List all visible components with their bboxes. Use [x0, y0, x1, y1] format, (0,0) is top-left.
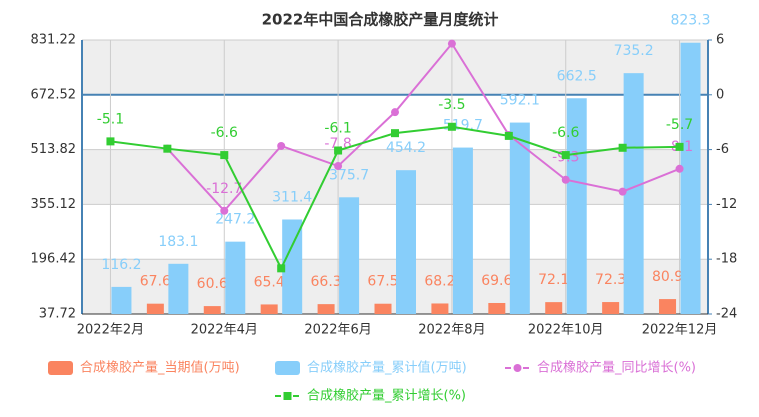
- bar-label: 80.9: [652, 269, 683, 285]
- bar-label: 247.2: [215, 212, 255, 228]
- marker: [391, 108, 399, 117]
- bar: [623, 73, 644, 314]
- x-tick-label: 2022年4月: [191, 323, 258, 338]
- x-tick-label: 2022年10月: [528, 323, 604, 338]
- bar: [282, 219, 303, 314]
- marker: [618, 187, 627, 196]
- marker: [504, 131, 513, 140]
- x-tick-label: 2022年12月: [642, 323, 718, 338]
- line-label: -12.7: [206, 181, 242, 197]
- bar: [659, 299, 677, 314]
- bar-label: 311.4: [272, 189, 312, 205]
- plot-band: [82, 149, 708, 205]
- legend-marker: [513, 364, 522, 372]
- marker: [334, 162, 343, 171]
- chart-title: 2022年中国合成橡胶产量月度统计: [262, 11, 499, 29]
- bar-label: 116.2: [101, 257, 141, 273]
- line-label: -6.6: [211, 125, 238, 141]
- bar: [260, 304, 278, 314]
- y2-tick-label: 0: [716, 87, 724, 102]
- bar: [396, 170, 416, 314]
- legend-label: 合成橡胶产量_同比增长(%): [537, 360, 696, 376]
- y2-tick-label: -24: [716, 307, 737, 322]
- y-tick-label: 355.12: [31, 197, 77, 212]
- bar: [680, 42, 701, 314]
- y2-tick-label: -6: [716, 142, 729, 157]
- bar-label: 735.2: [614, 43, 654, 59]
- y-tick-label: 672.52: [31, 87, 77, 102]
- marker: [106, 137, 115, 146]
- bar: [431, 303, 449, 314]
- bar-label: 823.3: [670, 13, 710, 29]
- bar-label: 69.6: [481, 273, 512, 289]
- marker: [277, 141, 286, 150]
- y-tick-label: 37.72: [39, 307, 76, 322]
- bar-label: 72.1: [538, 272, 569, 288]
- bar: [168, 263, 189, 314]
- y-tick-label: 831.22: [31, 33, 77, 48]
- line-label: -3.5: [438, 97, 465, 113]
- bar: [146, 303, 164, 314]
- bar: [374, 303, 392, 314]
- bar-label: 375.7: [329, 167, 369, 183]
- bar: [317, 304, 335, 314]
- line-label: -6.6: [552, 125, 579, 141]
- plot-band: [82, 94, 708, 150]
- bar-label: 67.6: [140, 274, 171, 290]
- bar: [509, 122, 530, 314]
- line-label: -5.7: [666, 117, 693, 133]
- line-label: -6.1: [324, 121, 351, 137]
- y2-tick-label: 6: [716, 33, 724, 48]
- x-tick-label: 2022年8月: [418, 323, 485, 338]
- plot-band: [82, 204, 708, 260]
- bar: [203, 306, 221, 314]
- y2-tick-label: -18: [716, 252, 737, 267]
- bar-label: 66.3: [311, 274, 342, 290]
- x-tick-label: 2022年6月: [304, 323, 371, 338]
- marker: [618, 143, 627, 152]
- bar-label: 592.1: [500, 93, 540, 109]
- bar: [602, 302, 620, 314]
- marker: [561, 151, 570, 160]
- bar: [339, 197, 360, 314]
- marker: [220, 151, 229, 160]
- bar-label: 72.3: [595, 272, 626, 288]
- bar: [225, 241, 246, 314]
- marker: [447, 122, 456, 131]
- legend-label: 合成橡胶产量_累计增长(%): [307, 388, 466, 404]
- bar-label: 60.6: [197, 276, 228, 292]
- bar-label: 454.2: [386, 140, 426, 156]
- bar: [452, 147, 473, 314]
- bar: [488, 302, 506, 314]
- marker: [561, 175, 570, 184]
- legend-swatch: [48, 361, 73, 375]
- marker: [675, 164, 684, 173]
- line: [166, 41, 680, 213]
- marker: [277, 264, 286, 273]
- bar-label: 65.4: [254, 274, 285, 290]
- bar-label: 183.1: [158, 234, 198, 250]
- y2-tick-label: -12: [716, 197, 737, 212]
- marker: [220, 206, 229, 215]
- line-label: -5.1: [97, 111, 124, 127]
- x-tick-label: 2022年2月: [77, 323, 144, 338]
- marker: [675, 142, 684, 151]
- marker: [334, 146, 343, 155]
- y-tick-label: 513.82: [31, 142, 77, 157]
- bar: [111, 286, 132, 314]
- marker: [447, 39, 456, 48]
- legend-marker: [283, 392, 292, 400]
- legend-swatch: [275, 361, 300, 375]
- plot-band: [82, 40, 708, 95]
- marker: [391, 129, 399, 138]
- bar-label: 662.5: [557, 68, 597, 84]
- y-tick-label: 196.42: [31, 252, 77, 267]
- bar: [545, 302, 563, 314]
- bar-label: 67.5: [367, 274, 398, 290]
- legend-label: 合成橡胶产量_当期值(万吨): [80, 360, 240, 376]
- marker: [163, 144, 172, 153]
- legend-label: 合成橡胶产量_累计值(万吨): [307, 360, 467, 376]
- bar-label: 68.2: [424, 273, 455, 289]
